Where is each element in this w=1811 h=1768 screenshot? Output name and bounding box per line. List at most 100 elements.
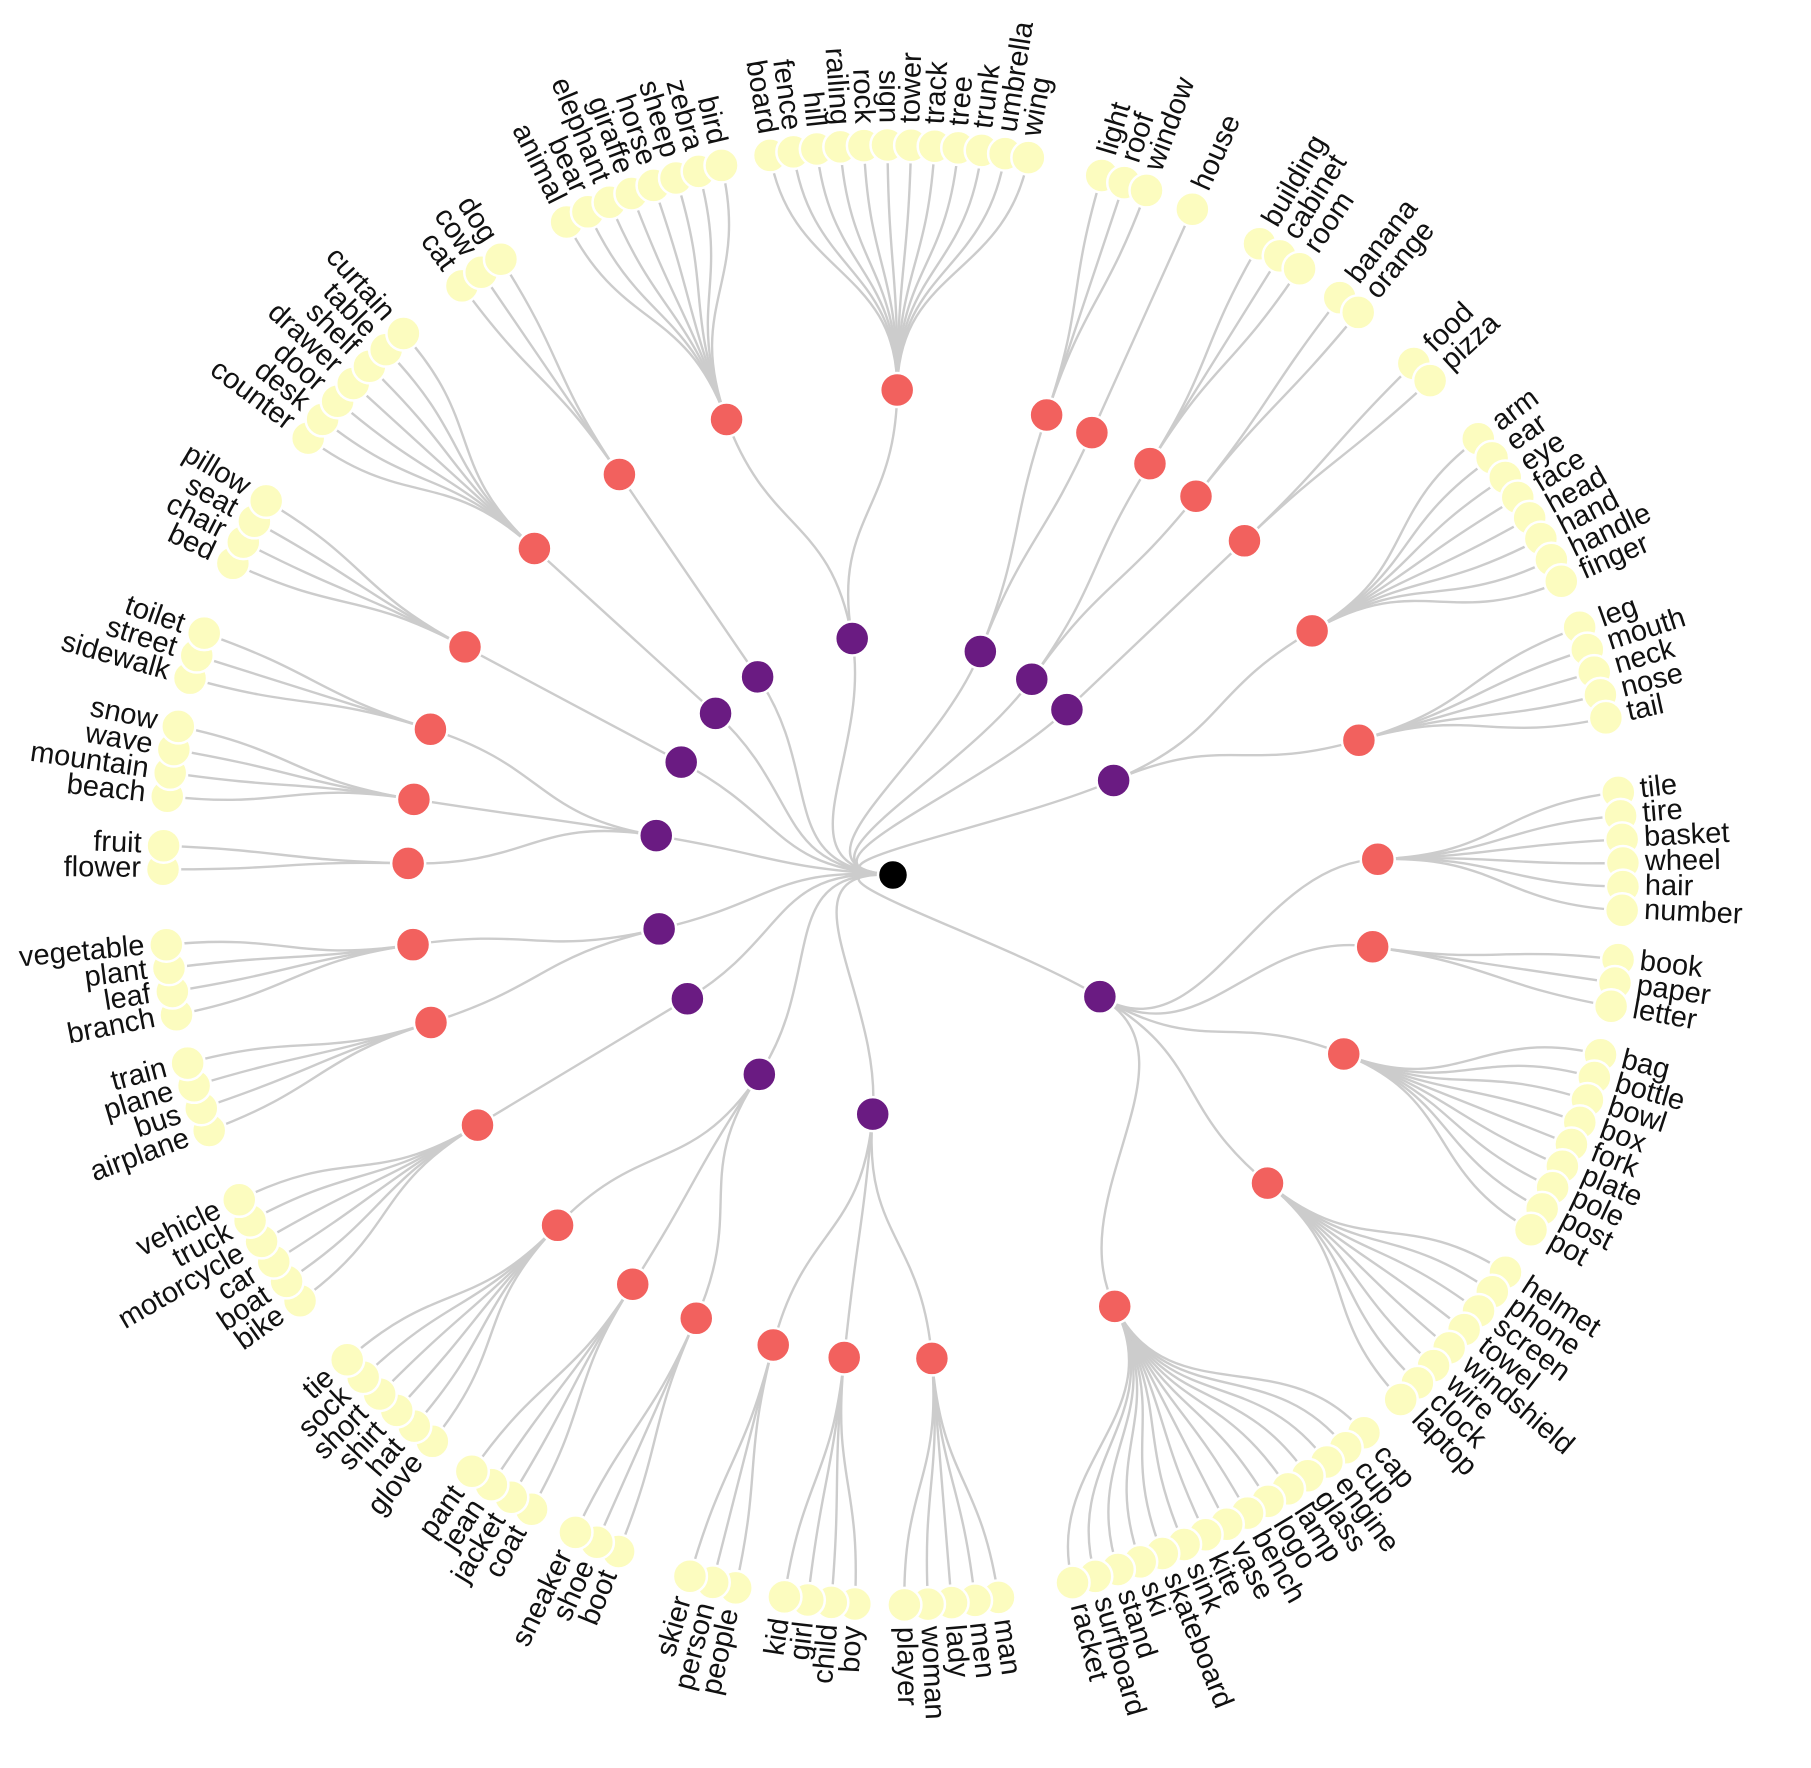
tree-edge bbox=[1148, 268, 1301, 465]
tree-edge bbox=[1030, 463, 1151, 680]
leaf-node bbox=[1411, 362, 1449, 399]
leaf-label-kid: kid bbox=[758, 1616, 795, 1657]
tree-edge bbox=[299, 1124, 479, 1302]
tree-edge bbox=[853, 678, 1033, 877]
tree-edge bbox=[855, 708, 1068, 877]
tree-edge bbox=[680, 761, 894, 877]
tree-edge bbox=[470, 1283, 634, 1472]
leaf-label-trunk: trunk bbox=[967, 62, 1007, 130]
leaf-label-lady: lady bbox=[939, 1623, 975, 1679]
node-layer bbox=[144, 126, 1642, 1624]
leaf-label-flower: flower bbox=[64, 851, 142, 884]
tree-edge bbox=[848, 651, 982, 877]
tree-edge bbox=[1343, 1052, 1554, 1189]
tree-edge bbox=[430, 728, 657, 837]
tree-edge bbox=[368, 365, 536, 550]
leaf-label-rock: rock bbox=[846, 68, 880, 125]
tree-edge bbox=[783, 1357, 846, 1598]
cluster-node bbox=[516, 530, 553, 567]
tree-edge bbox=[1045, 175, 1103, 416]
cluster-node bbox=[1325, 1035, 1362, 1073]
tree-edge bbox=[895, 157, 1030, 391]
tree-edge bbox=[1358, 626, 1581, 742]
tree-edge bbox=[768, 155, 899, 391]
branch-node bbox=[962, 633, 999, 670]
cluster-node bbox=[459, 1106, 496, 1144]
tree-edge bbox=[858, 779, 1115, 877]
tree-edge bbox=[857, 873, 1101, 998]
leaf-label-hair: hair bbox=[1645, 870, 1694, 903]
cluster-node bbox=[412, 1004, 450, 1041]
branch-node bbox=[739, 658, 776, 696]
branch-node bbox=[741, 1056, 778, 1093]
tree-edge bbox=[430, 927, 660, 1024]
cluster-node bbox=[678, 1300, 715, 1337]
tree-edge bbox=[1311, 537, 1542, 632]
cluster-node bbox=[394, 926, 432, 963]
leaf-node bbox=[385, 315, 422, 352]
leaf-label-tile: tile bbox=[1638, 768, 1678, 804]
tree-edge bbox=[336, 400, 536, 550]
cluster-node bbox=[446, 628, 484, 666]
tree-edge bbox=[1377, 814, 1621, 861]
tree-edge bbox=[1045, 190, 1148, 416]
tree-edge bbox=[1311, 580, 1562, 632]
tree-edge bbox=[408, 829, 657, 865]
cluster-node bbox=[601, 456, 638, 493]
leaf-node bbox=[886, 1586, 923, 1624]
tree-edge bbox=[772, 1114, 874, 1346]
cluster-node bbox=[1249, 1164, 1286, 1202]
leaf-node bbox=[1128, 172, 1165, 209]
tree-edge bbox=[208, 1021, 432, 1132]
leaf-label-track: track bbox=[919, 60, 955, 125]
cluster-node bbox=[1340, 721, 1378, 759]
cluster-node bbox=[754, 1326, 792, 1364]
leaf-label-railing: railing bbox=[819, 47, 856, 126]
tree-edge bbox=[895, 147, 960, 391]
leaf-label-number: number bbox=[1643, 894, 1743, 931]
tree-edge bbox=[1358, 716, 1607, 742]
tree-edge bbox=[362, 1224, 559, 1379]
leaf-label-tree: tree bbox=[943, 75, 979, 128]
tree-edge bbox=[1311, 558, 1552, 632]
tree-edge bbox=[460, 285, 621, 476]
leaf-node bbox=[1382, 1381, 1419, 1418]
cluster-node bbox=[412, 710, 449, 748]
tree-edge bbox=[756, 676, 894, 877]
tree-edge bbox=[1195, 311, 1360, 498]
tree-edge bbox=[321, 418, 536, 550]
leaf-label-boy: boy bbox=[834, 1625, 868, 1674]
tree-edge bbox=[1266, 1182, 1480, 1312]
tree-edge bbox=[1372, 945, 1612, 1008]
leaf-label-wheel: wheel bbox=[1644, 844, 1721, 877]
leaf-node bbox=[1592, 988, 1630, 1025]
cluster-node bbox=[1096, 1288, 1133, 1325]
leaf-node bbox=[160, 708, 197, 745]
tree-edge bbox=[1113, 1305, 1347, 1449]
tree-edge bbox=[1099, 857, 1378, 1011]
tree-edge bbox=[431, 1224, 559, 1443]
tree-edge bbox=[835, 873, 894, 1115]
tree-edge bbox=[1030, 495, 1197, 680]
tree-edge bbox=[1090, 208, 1194, 434]
cluster-node bbox=[1354, 928, 1391, 966]
leaf-node bbox=[482, 240, 520, 278]
tree-edge bbox=[758, 873, 894, 1075]
leaf-node bbox=[1587, 699, 1625, 737]
leaf-label-fruit: fruit bbox=[93, 826, 143, 860]
tree-edge bbox=[1066, 539, 1246, 711]
tree-edge bbox=[265, 499, 466, 648]
tree-edge bbox=[688, 1344, 775, 1577]
tree-edge bbox=[695, 1073, 761, 1319]
branch-node bbox=[640, 910, 678, 948]
tree-edge bbox=[499, 258, 621, 476]
tree-edge bbox=[1343, 1052, 1532, 1231]
leaf-node bbox=[328, 1341, 366, 1379]
tree-edge bbox=[1113, 1305, 1309, 1477]
cluster-node bbox=[1073, 414, 1111, 451]
cluster-node bbox=[389, 845, 427, 882]
leaf-label-men: men bbox=[963, 1620, 1001, 1680]
tree-edge bbox=[249, 1124, 479, 1222]
edge-layer bbox=[163, 145, 1623, 1605]
